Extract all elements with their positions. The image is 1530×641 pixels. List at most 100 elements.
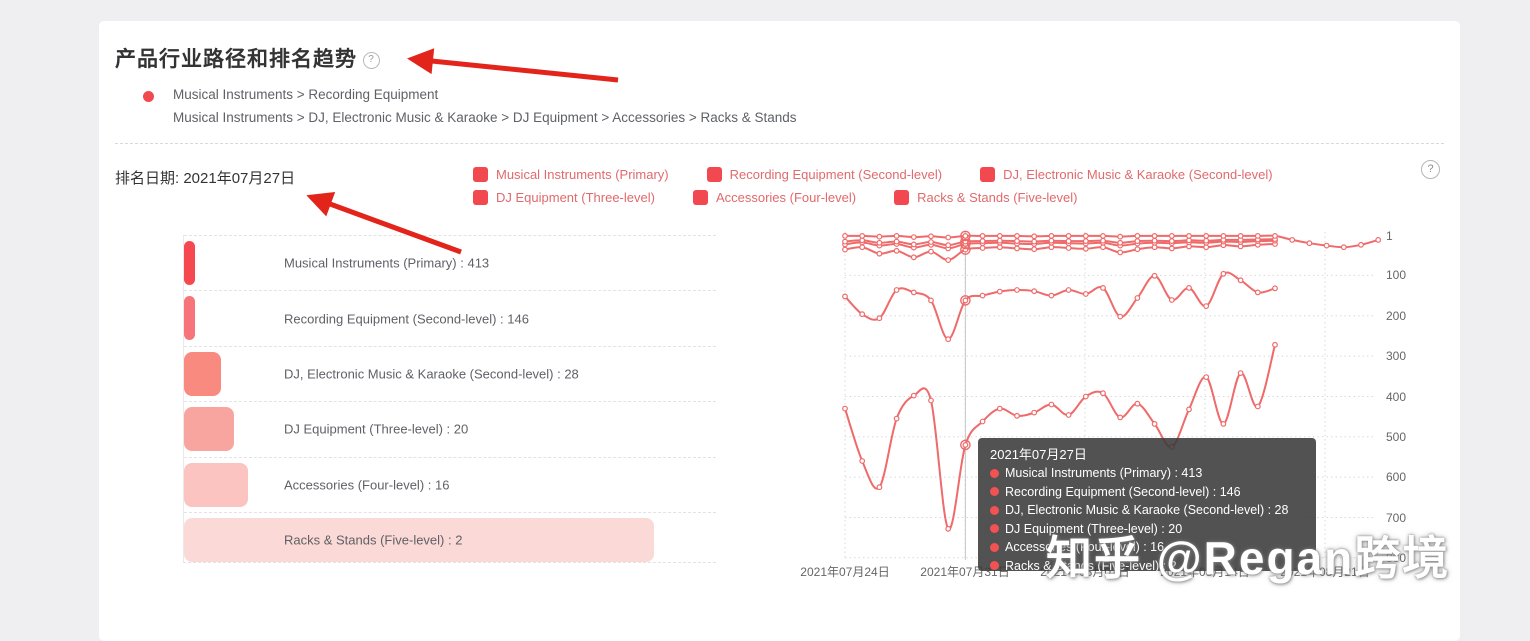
legend-swatch (980, 167, 996, 182)
rank-date-label: 排名日期: 2021年07月27日 (115, 170, 296, 187)
data-point (1031, 409, 1038, 416)
data-point (1117, 239, 1124, 246)
data-point (962, 441, 969, 448)
data-point (1272, 341, 1278, 348)
data-point (842, 293, 848, 300)
data-point (842, 232, 848, 239)
data-point (945, 257, 952, 263)
data-point (996, 232, 1003, 239)
bar-rect (184, 241, 195, 285)
data-point (979, 232, 986, 239)
data-point (1340, 244, 1347, 251)
data-point (1065, 238, 1072, 245)
bar-label: DJ Equipment (Three-level) : 20 (284, 421, 469, 437)
y-axis-tick-label: 800 (1386, 550, 1407, 565)
data-point (893, 415, 900, 422)
highlight-point (960, 230, 971, 242)
tooltip-row: DJ, Electronic Music & Karaoke (Second-l… (990, 501, 1304, 520)
data-point (1134, 238, 1141, 245)
y-axis-tick-label: 1 (1386, 228, 1393, 243)
y-axis-tick-label: 100 (1386, 268, 1407, 283)
bar-row[interactable]: Recording Equipment (Second-level) : 146 (184, 290, 716, 345)
data-point (1031, 233, 1038, 240)
bar-row[interactable]: Musical Instruments (Primary) : 413 (184, 235, 716, 290)
bar-row[interactable]: Accessories (Four-level) : 16 (184, 456, 716, 512)
legend-label: Racks & Stands (Five-level) (917, 190, 1078, 205)
data-point (893, 287, 900, 293)
data-point (1014, 245, 1020, 252)
data-point (979, 418, 986, 425)
data-point (996, 405, 1003, 412)
data-point (842, 246, 848, 253)
chart-legend: Musical Instruments (Primary) Recording E… (473, 163, 1403, 209)
data-point (1014, 232, 1020, 239)
data-point (1323, 242, 1330, 249)
data-point (1168, 232, 1175, 239)
legend-item[interactable]: Accessories (Four-level) (692, 190, 856, 205)
chart-tooltip: 2021年07月27日 Musical Instruments (Primary… (978, 438, 1316, 571)
legend-item[interactable]: Musical Instruments (Primary) (473, 167, 669, 182)
bar-row[interactable]: DJ, Electronic Music & Karaoke (Second-l… (184, 345, 716, 401)
bar-rect (184, 351, 221, 396)
data-point (1014, 412, 1020, 419)
data-point (1203, 237, 1210, 244)
data-point (1289, 236, 1296, 243)
data-point (1117, 233, 1124, 240)
data-point (1375, 236, 1382, 243)
zhihu-watermark: 知乎 @Regan跨境 (1046, 532, 1451, 584)
bar-label: DJ, Electronic Music & Karaoke (Second-l… (284, 366, 579, 382)
data-point (1151, 420, 1158, 427)
bar-row[interactable]: DJ Equipment (Three-level) : 20 (184, 401, 716, 456)
category-rank-bar-chart[interactable]: Musical Instruments (Primary) : 413 Recor… (183, 235, 716, 563)
bar-row[interactable]: Racks & Stands (Five-level) : 2 (184, 511, 716, 567)
tooltip-series-dot (990, 505, 999, 515)
data-point (1082, 245, 1089, 252)
data-point (876, 315, 883, 322)
data-point (928, 248, 934, 255)
data-point (1151, 237, 1158, 244)
data-point (1168, 297, 1175, 303)
title-help-icon[interactable]: ? (363, 52, 380, 69)
tooltip-series-value: DJ Equipment (Three-level) : 20 (1005, 521, 1183, 536)
data-point (1254, 232, 1261, 239)
page-title: 产品行业路径和排名趋势? (115, 43, 380, 73)
tooltip-row: DJ Equipment (Three-level) : 20 (990, 520, 1304, 539)
data-point (1100, 285, 1106, 291)
legend-item[interactable]: DJ, Electronic Music & Karaoke (Second-l… (980, 167, 1273, 182)
data-point (979, 245, 986, 251)
tooltip-series-dot (990, 561, 999, 571)
tooltip-row: Musical Instruments (Primary) : 413 (990, 464, 1304, 483)
chart-help-icon[interactable]: ? (1421, 160, 1440, 179)
data-point (1048, 237, 1055, 244)
legend-item[interactable]: Racks & Stands (Five-level) (894, 190, 1078, 205)
path-bullet-dot (143, 91, 154, 102)
legend-item[interactable]: DJ Equipment (Three-level) (473, 190, 655, 205)
data-point (962, 232, 969, 239)
breadcrumb-path-2: Musical Instruments > DJ, Electronic Mus… (173, 110, 797, 125)
highlight-point (960, 439, 971, 451)
y-axis-tick-label: 500 (1386, 429, 1407, 444)
data-point (1134, 232, 1141, 239)
data-point (910, 234, 917, 241)
industry-rank-card: 产品行业路径和排名趋势? Musical Instruments > Recor… (99, 21, 1460, 641)
data-point (928, 233, 934, 240)
tooltip-series-value: Racks & Stands (Five-level) : 2 (1005, 558, 1177, 572)
data-point (910, 289, 917, 296)
data-point (893, 232, 900, 239)
legend-item[interactable]: Recording Equipment (Second-level) (706, 167, 942, 182)
data-point (859, 458, 866, 464)
data-point (928, 397, 934, 404)
data-point (928, 239, 934, 245)
data-point (1031, 246, 1038, 253)
data-point (876, 484, 883, 491)
legend-row: Musical Instruments (Primary) Recording E… (473, 163, 1403, 186)
y-axis-tick-label: 700 (1386, 510, 1407, 525)
y-axis-tick-label: 200 (1386, 308, 1407, 323)
tooltip-row: Accessories (Four-level) : 16 (990, 538, 1304, 557)
data-point (1082, 291, 1089, 297)
data-point (1358, 241, 1364, 248)
legend-swatch (706, 167, 722, 182)
y-axis-tick-label: 600 (1386, 470, 1407, 485)
tooltip-series-value: Accessories (Four-level) : 16 (1005, 540, 1165, 554)
data-point (1203, 303, 1210, 309)
